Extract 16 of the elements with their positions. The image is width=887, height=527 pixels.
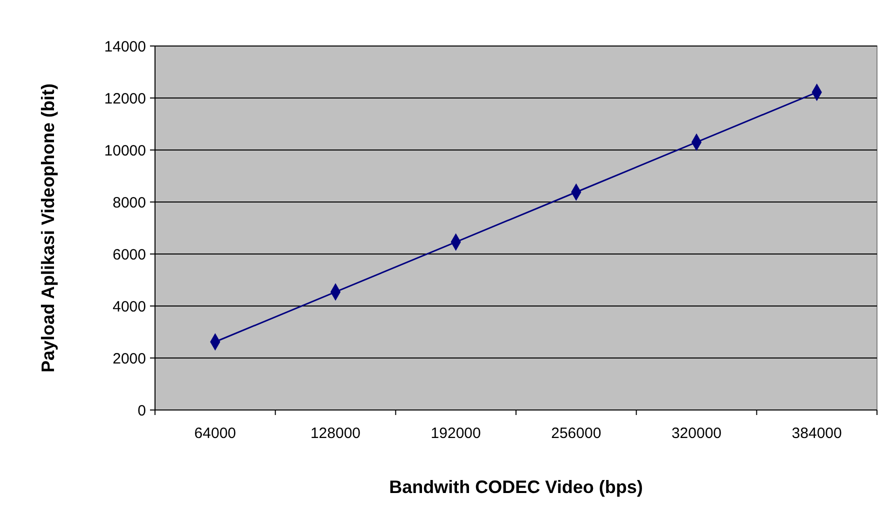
x-tick-label: 384000: [792, 425, 842, 442]
y-tick-label: 12000: [104, 90, 146, 108]
y-tick-label: 6000: [112, 246, 146, 264]
x-tick-label: 64000: [194, 425, 236, 442]
y-tick-label: 4000: [112, 298, 146, 316]
x-axis-title: Bandwith CODEC Video (bps): [389, 477, 643, 497]
x-tick-label: 320000: [671, 425, 722, 442]
y-tick-label: 8000: [112, 194, 146, 212]
y-tick-label: 10000: [104, 142, 146, 160]
x-tick-label: 256000: [551, 425, 602, 442]
y-axis-title: Payload Aplikasi Videophone (bit): [38, 83, 58, 373]
x-tick-label: 192000: [430, 425, 481, 442]
y-tick-label: 14000: [104, 38, 146, 56]
x-tick-label: 128000: [310, 425, 361, 442]
y-tick-label: 2000: [112, 350, 146, 368]
y-tick-label: 0: [138, 402, 146, 420]
